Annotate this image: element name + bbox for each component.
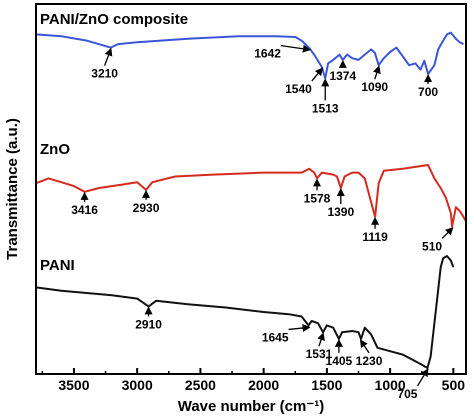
peak-label-4: 1374 [329,69,356,83]
x-tick-label-2: 2500 [185,377,216,393]
peak-label-1: 1642 [254,47,281,61]
peak-label-6: 700 [418,85,438,99]
peak-label-13: 2910 [135,317,162,331]
peak-arrow-2 [311,67,324,82]
peak-label-17: 1230 [356,354,383,368]
x-axis-title: Wave number (cm⁻¹) [178,398,325,415]
peak-label-15: 1531 [306,347,333,361]
x-axis-ticks: 3500 3000 2500 2000 1500 1000 500 [41,368,466,393]
peak-label-7: 3416 [71,203,98,217]
peak-label-10: 1390 [327,205,354,219]
x-tick-label-4: 1500 [311,377,342,393]
peak-label-12: 510 [422,239,442,253]
peak-label-3: 1513 [312,101,339,115]
series-line-0 [35,31,464,80]
x-tick-label-3: 2000 [248,377,279,393]
series-label-1: ZnO [40,141,70,158]
series-label-0: PANI/ZnO composite [40,11,188,28]
peak-arrow-1 [280,44,311,53]
peak-label-18: 705 [397,387,417,401]
peak-arrow-14 [288,324,311,333]
series-label-2: PANI [40,257,75,274]
x-tick-label-6: 500 [442,377,466,393]
x-tick-label-5: 1000 [375,377,406,393]
peak-label-14: 1645 [262,330,289,344]
peak-arrow-15 [317,332,325,347]
peak-arrow-12 [441,226,454,239]
plot-frame [35,3,467,375]
peak-label-2: 1540 [285,82,312,96]
peak-label-16: 1405 [326,354,353,368]
series-label-layer: PANI/ZnO composite ZnO PANI [40,11,188,274]
series-line-2 [35,255,455,369]
peak-label-0: 3210 [91,67,118,81]
peak-label-5: 1090 [361,80,388,94]
peak-label-11: 1119 [362,230,388,244]
peak-arrow-5 [373,65,381,80]
peak-arrow-18 [416,368,429,387]
x-tick-label-0: 3500 [58,377,89,393]
x-tick-label-1: 3000 [122,377,153,393]
peak-arrow-17 [359,339,370,354]
y-axis-title: Transmittance (a.u.) [4,118,21,260]
peak-label-8: 2930 [133,201,160,215]
peak-label-9: 1578 [304,191,331,205]
peak-arrow-0 [104,47,113,66]
